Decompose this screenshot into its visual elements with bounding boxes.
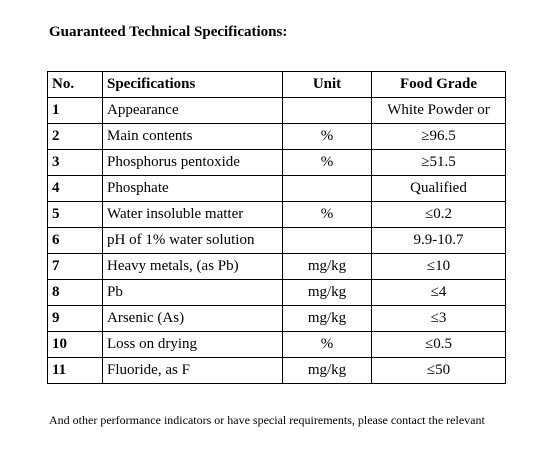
spec-unit: mg/kg — [282, 279, 372, 306]
header-unit: Unit — [282, 71, 372, 98]
spec-value: ≥96.5 — [371, 123, 506, 150]
spec-unit: % — [282, 149, 372, 176]
spec-name: Phosphate — [102, 175, 283, 202]
header-specifications: Specifications — [102, 71, 283, 98]
spec-name: Appearance — [102, 97, 283, 124]
table-row: 5 Water insoluble matter % ≤0.2 — [47, 201, 506, 228]
spec-unit: mg/kg — [282, 253, 372, 280]
spec-value: White Powder or — [371, 97, 506, 124]
page-title: Guaranteed Technical Specifications: — [49, 24, 288, 40]
spec-name: Phosphorus pentoxide — [102, 149, 283, 176]
spec-name: Heavy metals, (as Pb) — [102, 253, 283, 280]
row-number: 5 — [47, 201, 103, 228]
spec-name: Water insoluble matter — [102, 201, 283, 228]
table-row: 4 Phosphate Qualified — [47, 175, 506, 202]
table-row: 9 Arsenic (As) mg/kg ≤3 — [47, 305, 506, 332]
header-no: No. — [47, 71, 103, 98]
row-number: 11 — [47, 357, 103, 384]
spec-unit: % — [282, 201, 372, 228]
table-row: 1 Appearance White Powder or — [47, 97, 506, 124]
spec-value: ≤0.5 — [371, 331, 506, 358]
row-number: 6 — [47, 227, 103, 254]
footer-note: And other performance indicators or have… — [49, 413, 485, 427]
row-number: 8 — [47, 279, 103, 306]
spec-unit — [282, 175, 372, 202]
spec-value: ≤4 — [371, 279, 506, 306]
table-row: 6 pH of 1% water solution 9.9-10.7 — [47, 227, 506, 254]
spec-name: Fluoride, as F — [102, 357, 283, 384]
row-number: 7 — [47, 253, 103, 280]
spec-value: Qualified — [371, 175, 506, 202]
spec-unit: mg/kg — [282, 305, 372, 332]
spec-unit — [282, 227, 372, 254]
spec-name: Main contents — [102, 123, 283, 150]
spec-value: 9.9-10.7 — [371, 227, 506, 254]
row-number: 9 — [47, 305, 103, 332]
table-row: 3 Phosphorus pentoxide % ≥51.5 — [47, 149, 506, 176]
spec-value: ≤0.2 — [371, 201, 506, 228]
table-row: 8 Pb mg/kg ≤4 — [47, 279, 506, 306]
row-number: 3 — [47, 149, 103, 176]
spec-value: ≤3 — [371, 305, 506, 332]
table-row: 7 Heavy metals, (as Pb) mg/kg ≤10 — [47, 253, 506, 280]
spec-unit: % — [282, 123, 372, 150]
spec-value: ≤10 — [371, 253, 506, 280]
spec-table: No. Specifications Unit Food Grade 1 App… — [47, 71, 506, 384]
table-header-row: No. Specifications Unit Food Grade — [47, 71, 506, 98]
table-row: 11 Fluoride, as F mg/kg ≤50 — [47, 357, 506, 384]
spec-value: ≤50 — [371, 357, 506, 384]
row-number: 4 — [47, 175, 103, 202]
spec-name: Loss on drying — [102, 331, 283, 358]
table-row: 2 Main contents % ≥96.5 — [47, 123, 506, 150]
spec-unit: mg/kg — [282, 357, 372, 384]
row-number: 2 — [47, 123, 103, 150]
spec-name: pH of 1% water solution — [102, 227, 283, 254]
spec-value: ≥51.5 — [371, 149, 506, 176]
row-number: 10 — [47, 331, 103, 358]
spec-name: Pb — [102, 279, 283, 306]
header-food-grade: Food Grade — [371, 71, 506, 98]
row-number: 1 — [47, 97, 103, 124]
spec-unit — [282, 97, 372, 124]
table-row: 10 Loss on drying % ≤0.5 — [47, 331, 506, 358]
spec-unit: % — [282, 331, 372, 358]
spec-name: Arsenic (As) — [102, 305, 283, 332]
